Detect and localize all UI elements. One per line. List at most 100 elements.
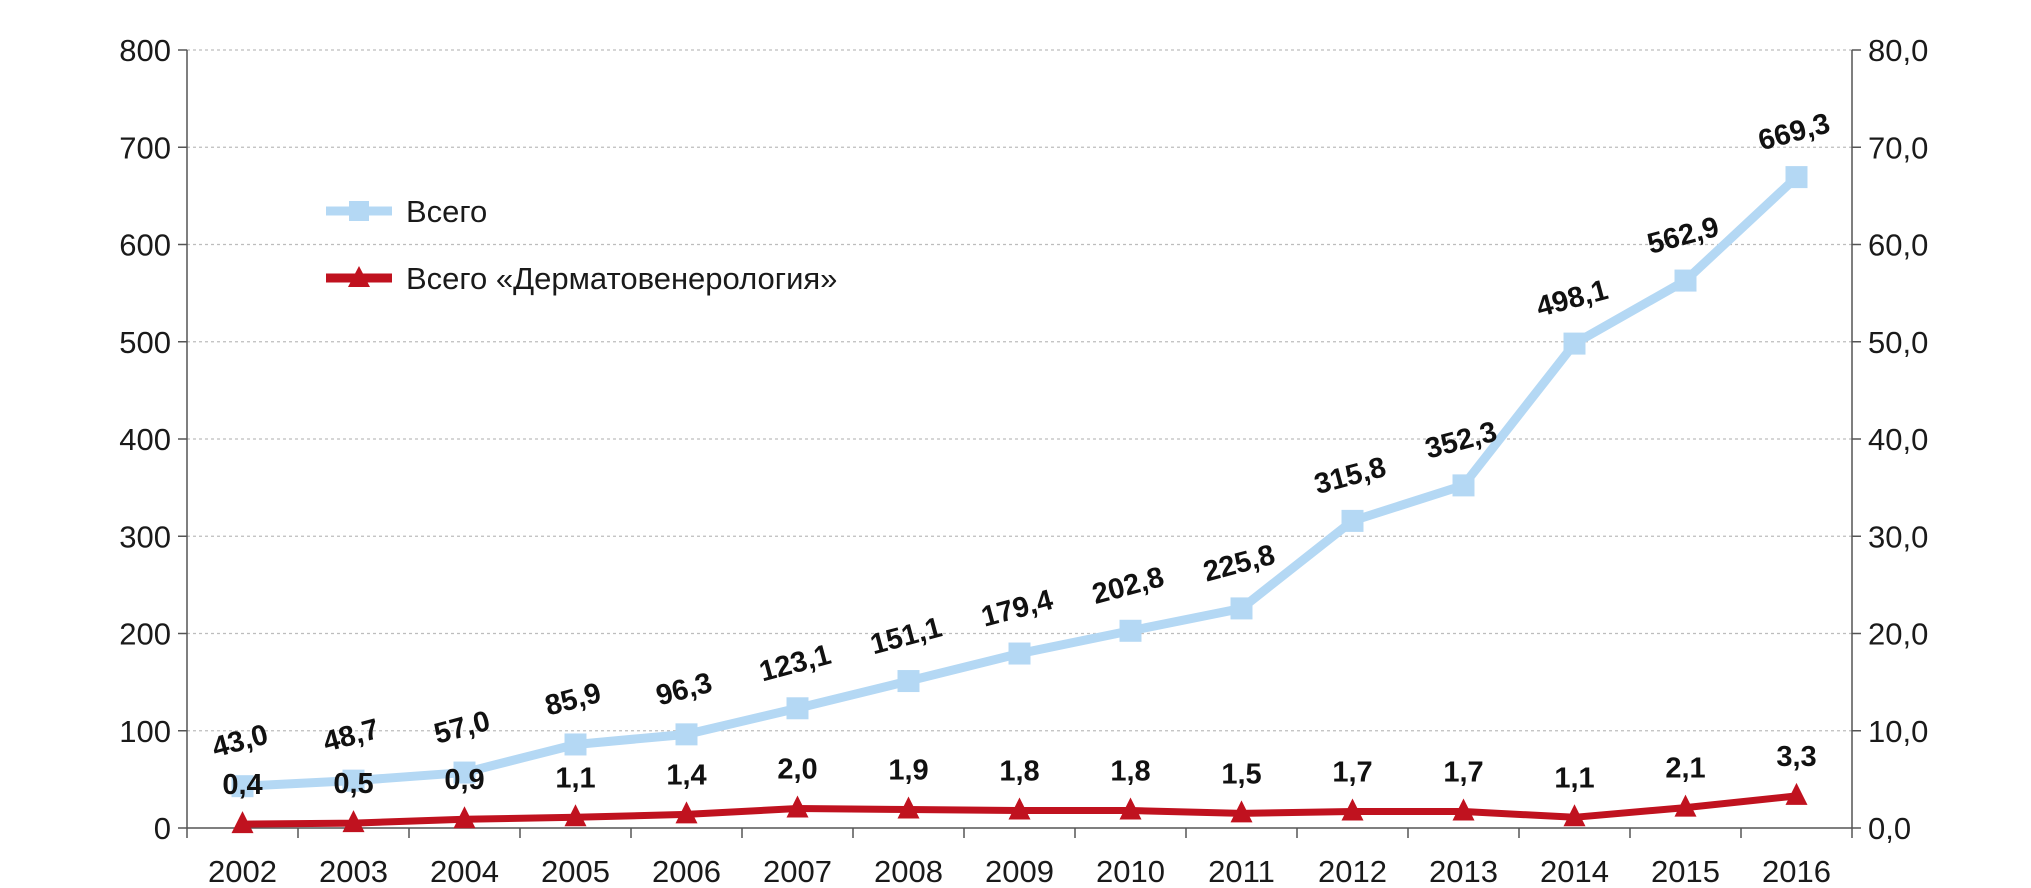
data-point [342,810,365,833]
data-point [1230,597,1253,620]
left-tick-label: 300 [119,519,171,554]
right-tick-label: 0,0 [1868,811,1911,846]
data-point [1341,509,1364,532]
left-tick-label: 800 [119,33,171,68]
data-label: 1,8 [999,755,1039,787]
data-point [1119,797,1142,820]
left-tick-label: 0 [154,811,171,846]
data-label: 202,8 [1089,561,1167,611]
data-label: 151,1 [867,612,945,662]
right-tick-label: 60,0 [1868,228,1928,263]
x-axis-ticks: 2002 2003 2004 2005 2006 2007 2008 2009 2010 2011… [186,828,1853,888]
data-label: 1,7 [1332,756,1372,788]
legend-marker-square-icon [349,201,369,221]
data-label: 1,7 [1443,756,1483,788]
data-point [1674,794,1697,817]
x-tick-label: 2010 [1096,854,1165,888]
data-label: 1,8 [1110,755,1150,787]
gridlines [187,49,1852,732]
left-tick-label: 700 [119,130,171,165]
x-tick-label: 2014 [1540,854,1609,888]
axes [186,50,1853,829]
left-tick-label: 500 [119,325,171,360]
left-tick-label: 600 [119,228,171,263]
x-tick-label: 2004 [430,854,499,888]
data-point [1341,798,1364,821]
data-label: 96,3 [653,667,716,713]
data-point [897,796,920,819]
data-label: 669,3 [1755,108,1833,158]
data-label: 0,5 [333,768,373,800]
data-point [1785,166,1808,189]
x-tick-label: 2016 [1762,854,1831,888]
data-label: 2,1 [1665,753,1705,785]
data-point [453,761,476,784]
x-tick-label: 2012 [1318,854,1387,888]
right-tick-label: 20,0 [1868,617,1928,652]
data-point [1008,642,1031,665]
data-point [453,806,476,829]
left-tick-label: 400 [119,422,171,457]
data-label: 1,9 [888,755,928,787]
data-label: 179,4 [978,584,1056,634]
data-point [1452,474,1475,497]
data-label: 0,9 [444,764,484,796]
legend-label-dermatovenerology: Всего «Дерматовенерология» [406,261,837,296]
data-point [1008,797,1031,820]
data-point [1452,798,1475,821]
x-tick-label: 2013 [1429,854,1498,888]
data-label: 1,4 [666,759,706,791]
data-label: 43,0 [209,719,272,765]
data-label: 225,8 [1200,539,1278,589]
right-tick-label: 80,0 [1868,33,1928,68]
right-tick-label: 40,0 [1868,422,1928,457]
data-point [1230,800,1253,823]
x-tick-label: 2006 [652,854,721,888]
data-point [564,733,587,756]
data-point [786,795,809,818]
data-label: 498,1 [1533,274,1611,324]
x-tick-label: 2007 [763,854,832,888]
data-label: 85,9 [542,677,605,723]
legend-marker-triangle-icon [348,266,370,287]
data-label: 0,4 [222,769,262,801]
data-point [564,804,587,827]
x-tick-label: 2015 [1651,854,1720,888]
data-point [1674,269,1697,292]
data-point [1785,782,1808,805]
x-tick-label: 2003 [319,854,388,888]
data-point [342,769,365,792]
right-tick-label: 30,0 [1868,519,1928,554]
right-tick-label: 10,0 [1868,714,1928,749]
left-tick-label: 200 [119,617,171,652]
legend-item-dermatovenerology: Всего «Дерматовенерология» [326,261,837,296]
data-label: 57,0 [431,705,494,751]
legend: Всего Всего «Дерматовенерология» [326,194,837,296]
x-tick-label: 2011 [1208,854,1275,888]
left-tick-label: 100 [119,714,171,749]
x-tick-label: 2005 [541,854,610,888]
right-tick-label: 70,0 [1868,130,1928,165]
data-label: 1,1 [555,762,595,794]
data-label: 1,1 [1554,762,1594,794]
data-label: 315,8 [1311,451,1389,501]
legend-label-vsego: Всего [406,194,487,229]
right-tick-label: 50,0 [1868,325,1928,360]
data-label: 48,7 [320,713,383,759]
data-point [675,723,698,746]
data-point [231,811,254,834]
data-point [231,775,254,798]
data-label: 123,1 [756,639,834,689]
data-point [786,697,809,720]
data-label: 1,5 [1221,758,1261,790]
x-tick-label: 2008 [874,854,943,888]
x-tick-label: 2002 [208,854,277,888]
x-tick-label: 2009 [985,854,1054,888]
left-y-axis-ticks: 0 100 200 300 400 500 600 700 800 [119,33,187,846]
data-point [1119,619,1142,642]
right-y-axis-ticks: 0,0 10,0 20,0 30,0 40,0 50,0 60,0 70,0 80,0 [1852,33,1928,846]
data-point [897,670,920,693]
series-layer [231,166,1808,834]
data-point [1563,804,1586,827]
